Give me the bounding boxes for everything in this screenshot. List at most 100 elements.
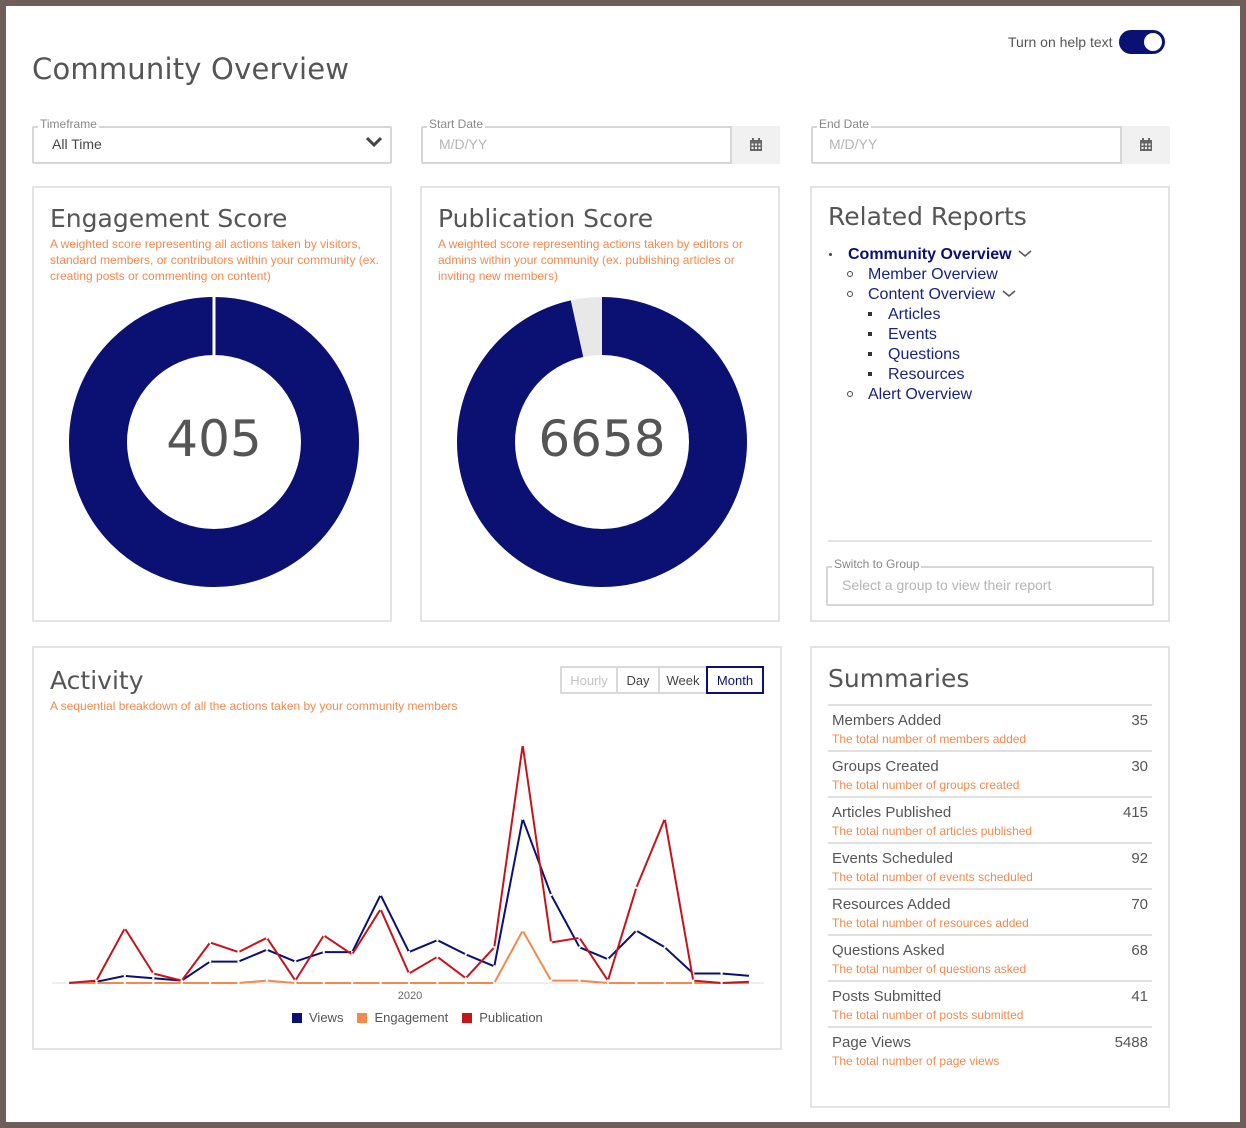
data-point-publication[interactable] [322,934,325,937]
report-link-articles[interactable]: Articles [888,306,941,323]
report-link-alert-overview[interactable]: Alert Overview [868,386,973,403]
data-point-engagement[interactable] [606,981,610,985]
summary-label: Groups Created [832,758,939,775]
data-point-publication[interactable] [635,886,638,889]
data-point-engagement[interactable] [123,981,127,985]
bullet-icon [868,312,872,316]
end-date-field[interactable]: End Date M/D/YY [811,117,1170,164]
data-point-engagement[interactable] [436,981,439,985]
summary-value: 68 [1131,942,1148,959]
summary-description: The total number of questions asked [832,962,1027,976]
help-text-toggle-group: Turn on help text [1008,30,1165,54]
legend-item-publication[interactable]: Publication [462,1010,543,1025]
data-point-publication[interactable] [436,955,439,958]
data-point-engagement[interactable] [407,981,411,985]
data-point-views[interactable] [322,950,325,954]
start-date-calendar-button[interactable] [730,126,780,164]
data-point-engagement[interactable] [464,981,467,985]
report-link-events[interactable]: Events [888,326,937,343]
report-link-member-overview[interactable]: Member Overview [868,266,998,283]
end-date-calendar-button[interactable] [1120,126,1170,164]
data-point-publication[interactable] [720,981,723,985]
data-point-engagement[interactable] [351,981,354,985]
data-point-views[interactable] [379,893,382,897]
data-point-publication[interactable] [521,743,524,747]
data-point-engagement[interactable] [663,981,666,985]
legend-item-views[interactable]: Views [292,1010,343,1025]
data-point-publication[interactable] [180,979,183,982]
data-point-views[interactable] [720,972,723,975]
bullet-icon [847,391,853,397]
data-point-views[interactable] [464,953,467,956]
data-point-publication[interactable] [549,941,553,944]
data-point-publication[interactable] [265,936,269,939]
tab-hourly[interactable]: Hourly [560,666,618,694]
data-point-engagement[interactable] [578,979,581,982]
end-date-placeholder: M/D/YY [829,136,878,152]
tab-month[interactable]: Month [706,666,764,694]
data-point-engagement[interactable] [294,981,297,985]
data-point-views[interactable] [237,960,240,963]
help-text-switch[interactable] [1118,30,1165,54]
data-point-publication[interactable] [123,927,127,930]
data-point-publication[interactable] [748,980,752,983]
data-point-publication[interactable] [606,979,610,982]
data-point-publication[interactable] [379,908,382,911]
data-point-publication[interactable] [663,817,666,820]
report-link-questions[interactable]: Questions [888,346,961,363]
summaries-title: Summaries [828,664,970,693]
data-point-views[interactable] [407,950,411,954]
data-point-views[interactable] [748,974,752,978]
data-point-engagement[interactable] [322,981,325,985]
timeframe-select[interactable]: Timeframe All Time [32,117,392,164]
data-point-engagement[interactable] [493,981,496,985]
data-point-engagement[interactable] [152,981,155,985]
data-point-engagement[interactable] [635,981,638,985]
data-point-views[interactable] [663,946,666,949]
data-point-views[interactable] [578,946,581,949]
data-point-publication[interactable] [351,953,354,956]
tab-week[interactable]: Week [658,666,708,694]
data-point-publication[interactable] [407,972,411,975]
tab-day[interactable]: Day [616,666,660,694]
data-point-views[interactable] [521,817,524,820]
data-point-views[interactable] [152,977,155,980]
data-point-views[interactable] [123,974,127,978]
data-point-engagement[interactable] [379,981,382,985]
data-point-views[interactable] [549,893,553,897]
data-point-publication[interactable] [152,972,155,975]
data-point-publication[interactable] [208,941,212,944]
data-point-views[interactable] [294,960,297,963]
data-point-engagement[interactable] [95,981,98,985]
data-point-engagement[interactable] [692,981,695,985]
data-point-publication[interactable] [493,946,496,949]
report-link-community-overview[interactable]: Community Overview [848,246,1032,264]
report-link-resources[interactable]: Resources [888,366,965,383]
data-point-views[interactable] [208,960,212,963]
data-point-engagement[interactable] [549,979,553,982]
data-point-engagement[interactable] [265,979,269,982]
data-point-engagement[interactable] [180,981,183,985]
data-point-engagement[interactable] [237,981,240,985]
data-point-publication[interactable] [66,981,70,985]
summary-value: 92 [1131,850,1148,867]
data-point-views[interactable] [265,948,269,951]
data-point-engagement[interactable] [521,929,524,932]
start-date-field[interactable]: Start Date M/D/YY [421,117,780,164]
data-point-publication[interactable] [95,979,98,982]
data-point-views[interactable] [493,965,496,968]
data-point-publication[interactable] [692,979,695,982]
data-point-publication[interactable] [237,950,240,954]
data-point-publication[interactable] [464,977,467,980]
switch-group-input[interactable]: Switch to Group Select a group to view t… [826,557,1154,606]
timeframe-label: Timeframe [38,117,99,131]
data-point-views[interactable] [635,929,638,932]
data-point-publication[interactable] [294,979,297,982]
data-point-views[interactable] [436,939,439,942]
data-point-engagement[interactable] [208,981,212,985]
data-point-views[interactable] [606,958,610,961]
report-link-content-overview[interactable]: Content Overview [868,286,1016,304]
data-point-publication[interactable] [578,936,581,939]
legend-item-engagement[interactable]: Engagement [357,1010,448,1025]
related-reports-card: Related Reports Community Overview Membe… [810,186,1170,622]
